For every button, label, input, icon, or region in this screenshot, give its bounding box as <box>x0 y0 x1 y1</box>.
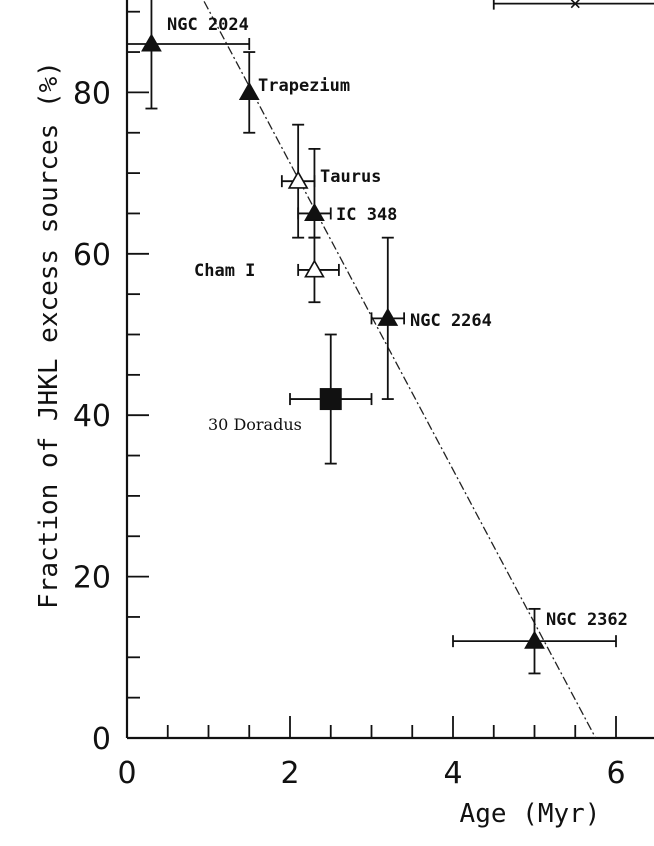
data-label: NGC 2264 <box>410 311 492 331</box>
x-tick-label: 0 <box>117 756 136 791</box>
data-point <box>297 147 332 239</box>
data-point <box>492 0 654 10</box>
data-labels: NGC 2024 Trapezium Taurus IC 348 Cham I NGC 2… <box>167 15 628 630</box>
data-point <box>238 51 260 134</box>
x-tick-label: 2 <box>280 756 299 791</box>
y-tick-label: 80 <box>73 76 111 111</box>
y-tick-label: 20 <box>73 561 111 596</box>
triangle-marker <box>524 630 545 649</box>
triangle-marker <box>238 81 260 100</box>
triangle-marker <box>304 259 325 278</box>
cross-marker <box>570 0 580 9</box>
x-axis-title: Age (Myr) <box>460 799 601 829</box>
y-tick-label: 0 <box>92 722 111 757</box>
y-tick-label: 60 <box>73 238 111 273</box>
data-label: Cham I <box>194 261 255 281</box>
triangle-marker <box>287 170 309 189</box>
triangle-marker <box>304 202 325 221</box>
y-axis-title: Fraction of JHKL excess sources (%) <box>34 61 64 609</box>
data-point <box>370 236 406 400</box>
square-marker <box>319 388 342 411</box>
axes <box>125 0 654 740</box>
data-label: Trapezium <box>258 76 350 96</box>
data-label: Taurus <box>320 167 381 187</box>
x-tick-label: 6 <box>606 756 625 791</box>
data-point <box>297 236 340 304</box>
data-marks <box>126 0 654 675</box>
data-label: 30 Doradus <box>208 415 302 434</box>
x-tick-label: 4 <box>443 756 462 791</box>
data-label: IC 348 <box>336 205 397 225</box>
data-point <box>452 607 617 675</box>
triangle-marker <box>141 33 162 52</box>
data-point <box>289 333 373 465</box>
y-tick-label: 40 <box>73 399 111 434</box>
data-point <box>126 0 251 110</box>
data-label: NGC 2362 <box>546 610 628 630</box>
data-label: NGC 2024 <box>167 15 249 35</box>
triangle-marker <box>377 307 399 326</box>
